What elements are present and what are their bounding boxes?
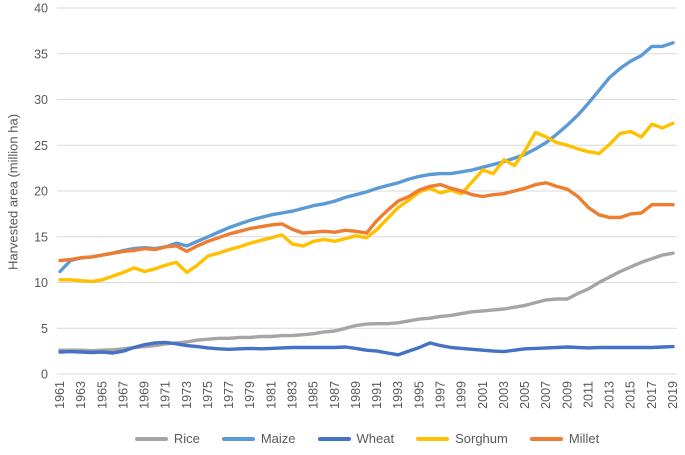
legend-label: Rice	[173, 431, 200, 446]
x-tick-label: 1995	[412, 381, 426, 409]
series-lines	[58, 41, 675, 357]
y-tick-label: 25	[34, 139, 48, 153]
x-tick-label: 2001	[476, 381, 490, 409]
series-line-millet	[58, 181, 675, 263]
legend-item-millet[interactable]: Millet	[529, 431, 600, 446]
legend: Rice Maize Wheat Sorghum Millet	[57, 431, 677, 446]
legend-swatch-sorghum	[416, 436, 450, 441]
x-tick-label: 1971	[159, 381, 173, 409]
legend-item-wheat[interactable]: Wheat	[317, 431, 395, 446]
x-tick-label: 2009	[560, 381, 574, 409]
x-tick-label: 1969	[138, 381, 152, 409]
legend-label: Maize	[260, 431, 296, 446]
x-tick-label: 2013	[603, 381, 617, 409]
series-line-rice	[58, 251, 675, 353]
y-tick-label: 35	[34, 47, 48, 61]
legend-label: Millet	[568, 431, 600, 446]
y-tick-label: 30	[34, 93, 48, 107]
series-line-sorghum	[58, 121, 675, 284]
x-tick-label: 2003	[497, 381, 511, 409]
x-tick-label: 1997	[433, 381, 447, 409]
x-tick-label: 2007	[539, 381, 553, 409]
x-tick-label: 1999	[455, 381, 469, 409]
x-tick-label: 1977	[222, 381, 236, 409]
y-tick-label: 40	[34, 2, 48, 16]
x-tick-label: 1991	[370, 381, 384, 409]
y-tick-label: 0	[41, 368, 48, 382]
legend-label: Wheat	[356, 431, 395, 446]
x-tick-label: 1967	[116, 381, 130, 409]
x-tick-label: 2011	[581, 381, 595, 408]
x-tick-label: 1973	[180, 381, 194, 409]
series-line-wheat	[58, 340, 675, 357]
y-tick-label: 10	[34, 276, 48, 290]
legend-swatch-maize	[221, 436, 255, 441]
y-tick-labels: 0 5 10 15 20 25 30 35 40	[34, 2, 48, 382]
legend-swatch-millet	[529, 436, 563, 441]
legend-item-maize[interactable]: Maize	[221, 431, 296, 446]
legend-label: Sorghum	[455, 431, 508, 446]
x-tick-label: 1981	[264, 381, 278, 409]
y-tick-label: 20	[34, 185, 48, 199]
x-tick-label: 2019	[666, 381, 680, 409]
x-tick-label: 1965	[95, 381, 109, 409]
x-tick-label: 1989	[349, 381, 363, 409]
x-tick-label: 1993	[391, 381, 405, 409]
x-tick-label: 2017	[645, 381, 659, 409]
x-tick-label: 1961	[53, 381, 67, 409]
x-tick-label: 1979	[243, 381, 257, 409]
x-tick-label: 1975	[201, 381, 215, 409]
legend-swatch-wheat	[317, 436, 351, 441]
x-tick-label: 1983	[286, 381, 300, 409]
x-tick-label: 2005	[518, 381, 532, 409]
x-tick-label: 1987	[328, 381, 342, 409]
x-tick-labels: 1961 1963 1965 1967 1969 1971 1973 1975 1977 1979…	[53, 381, 680, 409]
y-tick-label: 15	[34, 230, 48, 244]
legend-swatch-rice	[134, 436, 168, 441]
legend-item-sorghum[interactable]: Sorghum	[416, 431, 508, 446]
x-tick-label: 1963	[74, 381, 88, 409]
legend-item-rice[interactable]: Rice	[134, 431, 200, 446]
x-tick-label: 1985	[307, 381, 321, 409]
y-tick-label: 5	[41, 322, 48, 336]
x-tick-label: 2015	[624, 381, 638, 409]
